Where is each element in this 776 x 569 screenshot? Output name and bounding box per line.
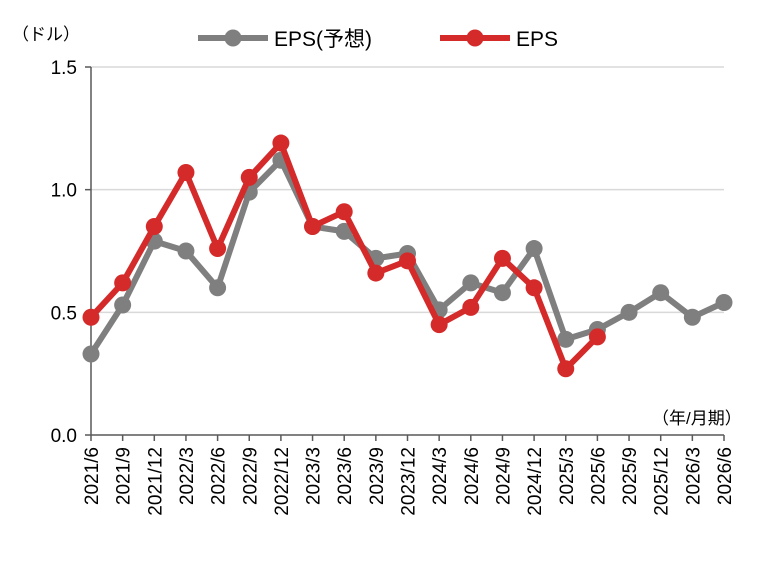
y-tick-label-3: 1.5 (51, 58, 77, 79)
series-1-point-7 (304, 217, 322, 235)
series-1-point-10 (399, 252, 416, 270)
series-1-point-12 (462, 298, 480, 316)
series-0-point-15 (557, 330, 575, 348)
series-0-point-1 (114, 296, 132, 314)
series-0-point-0 (82, 345, 100, 363)
x-tick-label-5: 2022/9 (240, 447, 261, 505)
x-tick-label-1: 2021/9 (114, 447, 135, 505)
series-1-point-13 (493, 249, 511, 267)
x-tick-label-13: 2024/9 (493, 447, 514, 505)
x-tick-label-6: 2022/12 (272, 447, 293, 516)
series-1-line-0 (88, 140, 600, 372)
x-tick-label-14: 2024/12 (525, 447, 546, 516)
series-1-point-14 (525, 279, 543, 297)
series-1-point-1 (114, 274, 132, 292)
series-0-point-13 (493, 284, 511, 302)
legend-label-1: EPS (516, 28, 558, 51)
gridlines (91, 66, 724, 314)
x-tick-label-3: 2022/3 (177, 447, 198, 505)
series-0-point-3 (177, 242, 195, 260)
series-1-point-16 (588, 328, 606, 346)
x-tick-label-19: 2026/3 (683, 447, 704, 505)
x-unit-label: （年/月期） (652, 409, 742, 428)
series-1-point-8 (335, 203, 353, 221)
series-1-point-0 (82, 308, 100, 326)
y-unit-label: （ドル） (12, 25, 80, 44)
series-1-point-6 (272, 134, 290, 152)
series-1-point-4 (209, 240, 227, 258)
series-1-point-15 (557, 360, 575, 378)
legend-marker-1 (466, 29, 484, 47)
y-tick-label-2: 1.0 (51, 181, 77, 202)
series-1 (82, 134, 606, 378)
x-axis-ticks: 2021/6 2021/9 2021/12 2022/3 2022/6 2022/9 202… (82, 435, 736, 516)
series-0-point-12 (462, 274, 480, 292)
x-tick-label-16: 2025/6 (588, 447, 609, 505)
legend: EPS(予想) EPS (198, 28, 558, 51)
series-1-point-2 (145, 217, 163, 235)
x-tick-label-20: 2026/6 (715, 447, 736, 505)
x-tick-label-12: 2024/6 (462, 447, 483, 505)
series-1-point-9 (367, 264, 385, 282)
x-tick-label-2: 2021/12 (145, 447, 166, 516)
series-0-point-8 (335, 222, 353, 240)
x-tick-label-11: 2024/3 (430, 447, 451, 505)
y-tick-label-1: 0.5 (51, 303, 77, 324)
y-axis-ticks: 0.0 0.5 1.0 1.5 (51, 58, 91, 447)
legend-label-0: EPS(予想) (274, 28, 372, 51)
y-tick-label-0: 0.0 (51, 426, 77, 447)
series-1-point-11 (430, 316, 448, 334)
series-0-point-19 (683, 308, 701, 326)
series-0-point-4 (209, 279, 227, 297)
x-tick-label-15: 2025/3 (557, 447, 578, 505)
series-0-point-14 (525, 240, 543, 258)
x-tick-label-4: 2022/6 (209, 447, 230, 505)
legend-marker-0 (224, 29, 242, 47)
x-tick-label-17: 2025/9 (620, 447, 641, 505)
series-1-point-5 (240, 168, 258, 186)
x-tick-label-0: 2021/6 (82, 447, 103, 505)
series-group (82, 134, 733, 378)
x-tick-label-9: 2023/9 (367, 447, 388, 505)
series-0-point-18 (652, 284, 670, 302)
x-tick-label-10: 2023/12 (399, 447, 420, 516)
series-0-point-17 (620, 303, 638, 321)
x-tick-label-8: 2023/6 (335, 447, 356, 505)
x-tick-label-7: 2023/3 (304, 447, 325, 505)
series-1-point-3 (177, 163, 195, 181)
x-tick-label-18: 2025/12 (652, 447, 673, 516)
series-0-point-20 (715, 294, 733, 312)
